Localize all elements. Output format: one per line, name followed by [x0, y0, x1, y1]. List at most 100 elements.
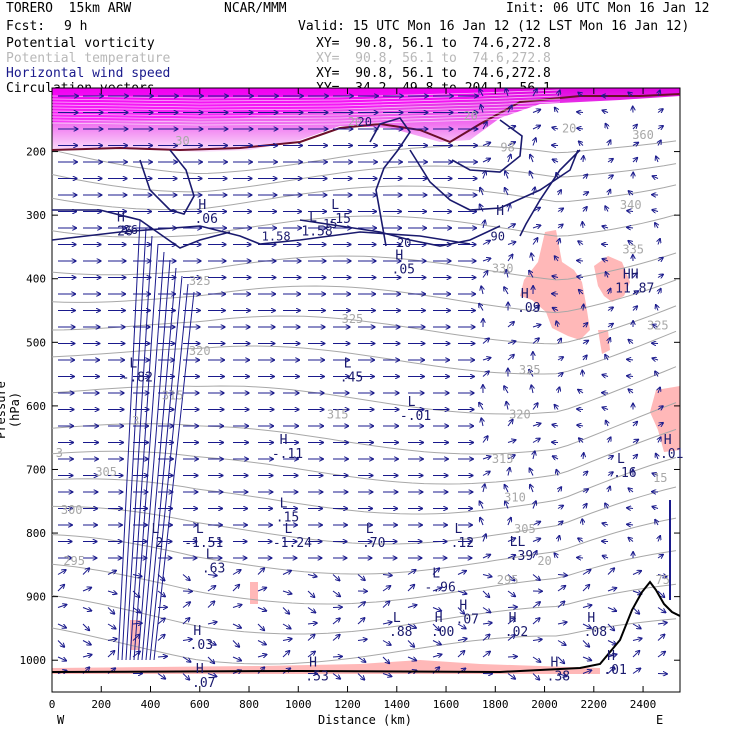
vector-arrow — [533, 138, 536, 146]
terrain-layer — [52, 500, 680, 674]
vector-arrow — [577, 112, 584, 113]
wind-contour — [409, 149, 579, 211]
vector-arrow — [282, 639, 292, 641]
vector-arrow — [583, 504, 587, 509]
vector-arrow — [555, 108, 558, 113]
vector-arrow — [557, 506, 563, 509]
wind-label: 20 — [358, 115, 372, 129]
x-axis-title: Distance (km) — [318, 713, 412, 727]
vector-plume — [125, 235, 153, 661]
vector-arrow — [482, 358, 491, 360]
theta-label: 340 — [620, 198, 642, 212]
vector-arrow — [582, 489, 588, 492]
vector-arrow — [577, 558, 584, 559]
vector-arrow — [657, 575, 667, 577]
org-label: NCAR/MMM — [224, 1, 287, 16]
vector-arrow — [82, 608, 91, 611]
vector-arrow — [655, 223, 658, 229]
vector-arrow — [532, 618, 540, 625]
forecast-hour: 9 h — [64, 19, 88, 34]
extremum-type: H — [435, 611, 443, 626]
vector-arrow — [577, 409, 584, 410]
vector-arrow — [633, 125, 637, 129]
theta-label: 325 — [189, 274, 211, 288]
extremum-value: .12 — [451, 536, 474, 551]
vector-arrow — [504, 287, 509, 295]
vector-arrow — [607, 667, 614, 674]
vector-arrow — [382, 575, 392, 576]
vector-arrow — [532, 639, 542, 640]
extremum-type: HH — [623, 268, 639, 283]
extremum-value: .03 — [190, 638, 213, 653]
legend-xy-wind: XY= 90.8, 56.1 to 74.6,272.8 — [316, 66, 551, 81]
extremum-type: H — [664, 433, 672, 448]
extremum-type: H — [280, 433, 288, 448]
vector-arrow — [357, 574, 365, 581]
x-tick-label: 600 — [190, 698, 210, 711]
vector-arrow — [132, 607, 140, 613]
pv-contour — [52, 92, 561, 102]
vector-arrow — [107, 571, 116, 575]
vector-arrow — [157, 656, 167, 657]
vector-arrow — [555, 256, 558, 262]
vector-arrow — [82, 588, 91, 592]
theta-label: 295 — [497, 573, 519, 587]
west-label: W — [57, 713, 65, 727]
vector-arrow — [658, 437, 661, 443]
vector-arrow — [553, 159, 559, 162]
vector-arrow — [578, 538, 584, 541]
vector-arrow — [553, 456, 559, 459]
extremum-value: .45 — [340, 371, 363, 386]
vector-arrow — [532, 539, 540, 542]
east-label: E — [656, 713, 664, 727]
vector-arrow — [207, 622, 217, 624]
vector-arrow — [282, 651, 290, 658]
vector-arrow — [658, 289, 661, 295]
extremum-type: L — [285, 522, 293, 537]
theta-contour — [52, 550, 677, 605]
vector-arrow — [557, 224, 563, 228]
vector-arrow — [607, 159, 613, 162]
vector-arrow — [583, 174, 587, 178]
extremum-value: .07 — [192, 676, 215, 691]
vector-arrow — [632, 440, 638, 443]
vector-arrow — [357, 618, 365, 625]
vector-arrow — [656, 454, 658, 460]
theta-label: 20 — [562, 122, 576, 136]
vector-arrow — [532, 305, 539, 311]
vector-arrow — [607, 324, 613, 327]
vector-arrow — [407, 623, 416, 628]
vector-arrow — [505, 171, 508, 179]
vector-arrow — [504, 386, 509, 394]
vector-arrow — [657, 607, 666, 613]
vector-arrow — [482, 623, 492, 624]
vector-arrow — [307, 607, 315, 613]
vector-arrow — [583, 305, 584, 311]
vector-arrow — [582, 371, 583, 377]
vector-arrow — [82, 623, 89, 630]
vector-arrow — [627, 508, 634, 509]
vector-arrow — [357, 673, 364, 680]
vector-arrow — [532, 238, 538, 245]
vector-arrow — [357, 639, 367, 640]
vector-arrow — [207, 575, 217, 576]
x-tick-label: 1000 — [285, 698, 312, 711]
vector-arrow — [482, 652, 490, 658]
extremum-type: H — [521, 287, 529, 302]
extremum-value: .08 — [584, 625, 607, 640]
vector-arrow — [507, 242, 516, 245]
vector-arrow — [257, 623, 264, 630]
extremum-value: .07 — [456, 612, 479, 627]
vector-arrow — [532, 225, 541, 228]
vector-arrow — [482, 258, 491, 261]
legend-label-pv: Potential vorticity — [6, 36, 155, 51]
vector-arrow — [532, 551, 537, 559]
vector-arrow — [507, 341, 516, 343]
vector-arrow — [507, 420, 513, 427]
vector-arrow — [282, 571, 291, 575]
vector-arrow — [557, 622, 567, 624]
vector-arrow — [481, 418, 483, 427]
vector-arrow — [532, 602, 540, 608]
vector-arrow — [432, 654, 442, 657]
vector-arrow — [657, 274, 663, 277]
